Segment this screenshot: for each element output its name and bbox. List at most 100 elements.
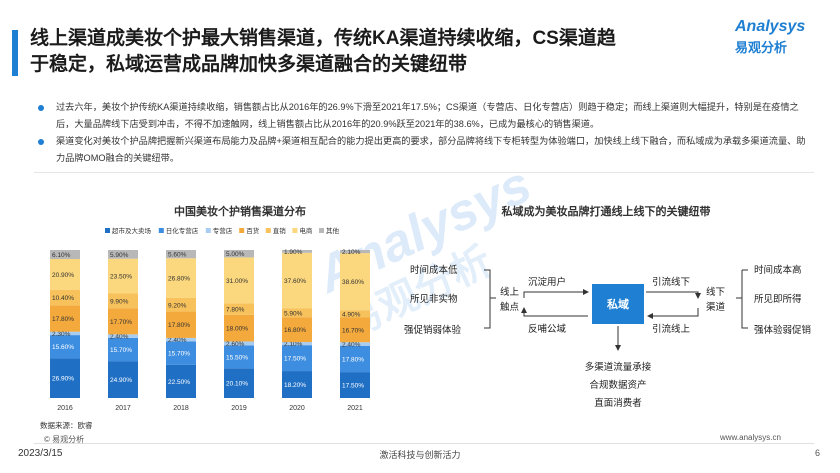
- value-label-2016-1: 15.60%: [52, 344, 74, 351]
- channel-diagram: 时间成本低 所见非实物 强促销弱体验 线上 触点 沉淀用户 反哺公域 私域 引流…: [404, 264, 812, 409]
- value-label-2019-6: 5.00%: [226, 251, 245, 258]
- value-label-2021-1: 17.80%: [342, 356, 364, 363]
- value-label-2016-4: 10.40%: [52, 295, 74, 302]
- footer-divider: [34, 443, 814, 444]
- chart-x-labels: 2016 2017 2018 2019 2020 2021: [57, 405, 363, 412]
- right-item-1: 时间成本高: [754, 264, 802, 276]
- bar-2017-5: [108, 258, 138, 294]
- value-label-2017-0: 24.90%: [110, 377, 132, 384]
- value-label-2017-5: 23.50%: [110, 274, 132, 281]
- value-label-2020-2: 2.10%: [284, 341, 303, 348]
- bar-2019-6: [224, 250, 254, 258]
- value-label-2019-0: 20.10%: [226, 381, 248, 388]
- footer-slogan: 激活科技与创新活力: [379, 450, 461, 460]
- bar-2016-2: [50, 331, 80, 336]
- bar-2021-4: [340, 310, 370, 318]
- bottom-item-3: 直面消费者: [594, 397, 642, 409]
- value-label-2017-1: 15.70%: [110, 347, 132, 354]
- legend-swatch-5: [292, 228, 298, 233]
- top-right-label: 引流线下: [652, 276, 690, 288]
- bar-2018-2: [166, 337, 196, 342]
- data-source: 数据来源：欧睿: [40, 421, 93, 430]
- value-label-2017-3: 17.70%: [110, 319, 132, 326]
- bar-2017-3: [108, 308, 138, 335]
- legend-label-1: 日化专营店: [166, 226, 199, 235]
- x-label-2016: 2016: [57, 405, 73, 412]
- copyright: © 易观分析: [44, 435, 85, 444]
- chart-legend: 超市及大卖场 日化专营店 专营店 百货 直销 电商 其他: [105, 226, 340, 235]
- bar-2019-2: [224, 341, 254, 346]
- center-label: 私域: [607, 297, 629, 311]
- right-node-line1: 线下: [706, 286, 725, 298]
- value-label-2017-4: 9.90%: [110, 298, 129, 305]
- left-brace: [484, 269, 496, 329]
- bar-2020-1: [282, 345, 312, 372]
- logo-text-en: Analysys: [735, 18, 806, 35]
- value-label-2020-1: 17.50%: [284, 356, 306, 363]
- x-label-2018: 2018: [173, 405, 189, 412]
- bar-2020-0: [282, 371, 312, 398]
- bar-2019-1: [224, 345, 254, 369]
- bar-2017-1: [108, 337, 138, 362]
- bottom-item-1: 多渠道流量承接: [585, 361, 652, 373]
- value-label-2021-3: 16.70%: [342, 327, 364, 334]
- logo-text-cn: 易观分析: [735, 40, 788, 55]
- value-label-2021-4: 4.90%: [342, 311, 361, 318]
- section-divider: [34, 172, 814, 173]
- title-accent-bar: [12, 30, 18, 76]
- chart-title: 中国美妆个护销售渠道分布: [174, 206, 306, 218]
- value-label-2016-6: 6.10%: [52, 252, 71, 259]
- bar-2016-3: [50, 305, 80, 332]
- bar-2019-0: [224, 368, 254, 398]
- summary-bullets: 过去六年，美妆个护传统KA渠道持续收缩，销售额占比从2016年的26.9%下滑至…: [34, 99, 810, 167]
- bar-2017-2: [108, 334, 138, 338]
- bar-2018-6: [166, 250, 196, 259]
- legend-swatch-3: [239, 228, 245, 233]
- bottom-item-2: 合规数据资产: [589, 379, 646, 391]
- value-label-2021-2: 2.40%: [342, 341, 361, 348]
- left-item-1: 时间成本低: [410, 264, 458, 276]
- bottom-right-label: 引流线上: [652, 323, 691, 335]
- diagram-title: 私域成为美妆品牌打通线上线下的关键纽带: [501, 206, 711, 218]
- left-item-3: 强促销弱体验: [404, 324, 462, 336]
- value-label-2018-6: 5.60%: [168, 252, 187, 259]
- arrow-to-offline: [646, 291, 701, 299]
- value-label-2018-1: 15.70%: [168, 351, 190, 358]
- value-label-2017-2: 2.40%: [110, 334, 129, 341]
- bar-2018-1: [166, 341, 196, 365]
- chart-bars: 26.90% 15.60% 2.30% 17.80% 10.40% 20.90% 6.10%…: [50, 249, 370, 398]
- value-label-2020-3: 16.80%: [284, 327, 306, 334]
- value-label-2020-5: 37.60%: [284, 278, 306, 285]
- bullet-1: 过去六年，美妆个护传统KA渠道持续收缩，销售额占比从2016年的26.9%下滑至…: [34, 99, 810, 133]
- bar-2021-3: [340, 317, 370, 343]
- center-box: [592, 284, 644, 324]
- left-item-2: 所见非实物: [410, 293, 458, 305]
- page-number: 6: [815, 448, 821, 458]
- bottom-left-label: 反哺公域: [528, 323, 567, 335]
- value-label-2018-5: 26.80%: [168, 276, 190, 283]
- bar-2016-4: [50, 289, 80, 306]
- bullet-2: 渠道变化对美妆个护品牌把握新兴渠道布局能力及品牌+渠道相互配合的能力提出更高的要…: [34, 133, 810, 167]
- bar-2016-5: [50, 259, 80, 290]
- value-label-2019-3: 18.00%: [226, 326, 248, 333]
- legend-label-4: 直销: [273, 226, 287, 235]
- bar-2021-0: [340, 372, 370, 398]
- bar-2020-3: [282, 317, 312, 343]
- bar-2020-6: [282, 250, 312, 253]
- right-node-line2: 渠道: [706, 301, 726, 313]
- x-label-2019: 2019: [231, 405, 247, 412]
- value-label-2019-5: 31.00%: [226, 278, 248, 285]
- bar-2020-4: [282, 308, 312, 318]
- bar-2021-6: [340, 250, 370, 254]
- value-label-2021-5: 38.60%: [342, 279, 364, 286]
- arrow-to-private: [523, 289, 589, 298]
- value-label-2021-0: 17.50%: [342, 383, 364, 390]
- bar-2018-0: [166, 364, 196, 398]
- value-label-2016-3: 17.80%: [52, 316, 74, 323]
- value-label-2019-4: 7.80%: [226, 307, 245, 314]
- legend-swatch-6: [319, 228, 324, 233]
- value-label-2020-6: 1.90%: [284, 249, 303, 256]
- value-label-2018-3: 17.80%: [168, 322, 190, 329]
- stacked-bar-chart: 超市及大卖场 日化专营店 专营店 百货 直销 电商 其他 26.90% 15.60% 2.30%…: [50, 226, 370, 412]
- x-label-2020: 2020: [289, 405, 305, 412]
